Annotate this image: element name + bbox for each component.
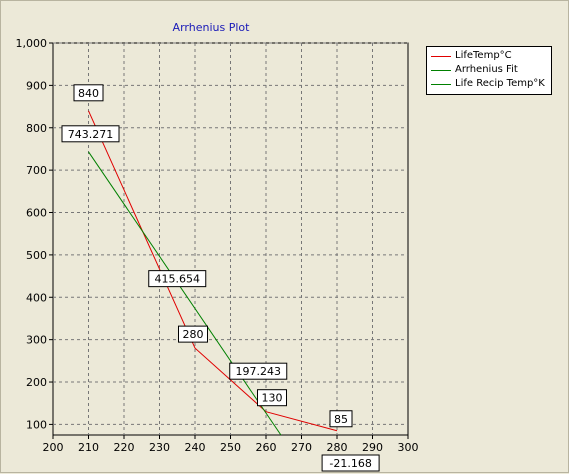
data-label-box <box>73 84 104 102</box>
y-tick-label: 1,000 <box>16 37 48 50</box>
grid-lines <box>53 42 408 435</box>
x-tick-label: 290 <box>362 441 383 454</box>
data-label-box <box>229 362 288 380</box>
x-tick-label: 270 <box>291 441 312 454</box>
y-tick-label: 800 <box>26 122 47 135</box>
data-label-box <box>178 325 208 343</box>
data-label-box <box>321 454 380 472</box>
x-tick-label: 230 <box>149 441 170 454</box>
data-label: 85 <box>334 413 348 426</box>
x-tick-label: 200 <box>43 441 64 454</box>
y-tick-label: 500 <box>26 249 47 262</box>
y-tick-label: 300 <box>26 334 47 347</box>
data-label-box <box>329 410 353 428</box>
y-tick-label: 700 <box>26 164 47 177</box>
y-tick-label: 200 <box>26 376 47 389</box>
data-label-box <box>61 125 120 143</box>
x-tick-label: 280 <box>327 441 348 454</box>
data-label: 743.271 <box>68 128 114 141</box>
x-tick-label: 210 <box>78 441 99 454</box>
x-tick-label: 220 <box>114 441 135 454</box>
x-tick-label: 250 <box>220 441 241 454</box>
data-label: 840 <box>78 87 99 100</box>
legend-label-lifetemp: LifeTemp°C <box>455 50 512 61</box>
data-label: -21.168 <box>329 457 371 470</box>
legend: LifeTemp°C Arrhenius Fit Life Recip Temp… <box>426 46 552 95</box>
legend-label-arrhenius-fit: Arrhenius Fit <box>455 64 518 75</box>
y-tick-label: 900 <box>26 79 47 92</box>
x-tick-label: 240 <box>185 441 206 454</box>
legend-swatch-life-recip <box>431 84 451 85</box>
x-axis-ticks: 200 210 220 230 240 250 260 270 280 290 300 <box>43 435 419 454</box>
legend-label-life-recip: Life Recip Temp°K <box>455 78 545 89</box>
series-layer <box>88 110 338 436</box>
y-tick-label: 400 <box>26 291 47 304</box>
legend-item-life-recip: Life Recip Temp°K <box>427 77 551 91</box>
chart-title: Arrhenius Plot <box>172 21 250 34</box>
series-line-arrhenius-fit <box>88 151 282 436</box>
x-tick-label: 300 <box>398 441 419 454</box>
data-label-layer: 840 280 130 85 743.271 415.654 197.243 -21.168 <box>61 84 380 472</box>
legend-swatch-lifetemp <box>431 56 451 57</box>
data-label-box <box>148 270 207 288</box>
legend-item-arrhenius-fit: Arrhenius Fit <box>427 63 551 77</box>
y-tick-label: 100 <box>26 418 47 431</box>
y-axis-ticks: 100 200 300 400 500 600 700 800 900 1,000 <box>16 37 53 431</box>
data-label: 280 <box>183 328 204 341</box>
data-label: 130 <box>262 392 283 405</box>
data-label-box <box>257 389 287 407</box>
x-tick-label: 260 <box>256 441 277 454</box>
legend-swatch-arrhenius-fit <box>431 70 451 71</box>
data-label: 415.654 <box>155 273 201 286</box>
legend-item-lifetemp: LifeTemp°C <box>427 49 551 63</box>
data-label: 197.243 <box>236 365 282 378</box>
y-tick-label: 600 <box>26 207 47 220</box>
